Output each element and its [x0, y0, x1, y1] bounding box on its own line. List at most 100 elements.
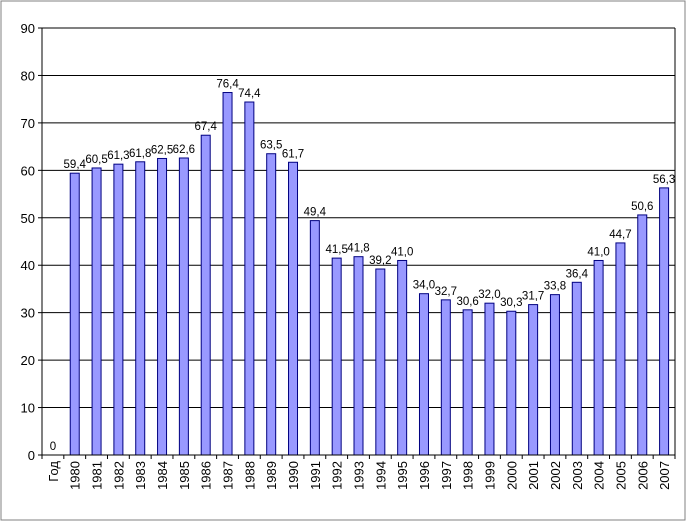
bar-2000	[506, 310, 517, 456]
x-tick-label-1992: 1992	[330, 461, 345, 490]
x-tick-label-1996: 1996	[417, 461, 432, 490]
data-label-1989: 63,5	[260, 140, 282, 152]
x-tick-label-2007: 2007	[657, 461, 672, 490]
x-tick-label-1995: 1995	[395, 461, 410, 490]
y-tick-label: 0	[28, 448, 35, 463]
bar-2004	[593, 259, 604, 456]
y-tick-label: 30	[21, 306, 35, 321]
data-label-2006: 50,6	[631, 201, 653, 213]
y-tick-label: 10	[21, 401, 35, 416]
y-tick-label: 80	[21, 68, 35, 83]
data-label-1987: 76,4	[216, 79, 239, 91]
data-label-Год: 0	[50, 441, 56, 453]
y-tick-label: 40	[21, 258, 35, 273]
x-tick-label-1985: 1985	[177, 461, 192, 490]
y-tick-label: 60	[21, 163, 35, 178]
y-tick-label: 50	[21, 211, 35, 226]
data-label-1992: 41,5	[325, 244, 347, 256]
x-tick-label-1990: 1990	[286, 461, 301, 490]
x-tick-label-1989: 1989	[264, 461, 279, 490]
x-tick-label-2000: 2000	[504, 461, 519, 490]
bar-1989	[266, 153, 277, 456]
data-label-1980: 59,4	[64, 159, 87, 171]
x-tick-label-1982: 1982	[111, 461, 126, 490]
data-label-1985: 62,6	[173, 144, 195, 156]
data-label-1999: 32,0	[478, 289, 500, 301]
bar-1985	[178, 157, 189, 456]
data-labels: 0 59,4 60,5 61,3 61,8 62,5 62,667,4 76,474,4 63,…	[50, 79, 676, 453]
data-label-1994: 39,2	[369, 255, 391, 267]
axes: 0 10 20 30 40 50 60 70 80 90 Год 1980 1981 1982 1983 19…	[21, 21, 676, 490]
data-label-1995: 41,0	[391, 246, 413, 258]
data-label-2002: 33,8	[544, 281, 566, 293]
x-tick-label-1994: 1994	[373, 461, 388, 490]
bar-2007	[659, 187, 670, 456]
data-label-1981: 60,5	[85, 154, 107, 166]
bar-1988	[244, 101, 255, 456]
data-label-2007: 56,3	[653, 174, 675, 186]
x-tick-label-2002: 2002	[548, 461, 563, 490]
data-label-1986: 67,4	[195, 121, 218, 133]
bar-1991	[309, 220, 320, 456]
x-tick-label-2004: 2004	[592, 461, 607, 490]
bar-2002	[549, 294, 560, 456]
data-label-2000: 30,3	[500, 297, 522, 309]
data-label-1993: 41,8	[347, 243, 369, 255]
bar-1992	[331, 257, 342, 456]
x-tick-label-1984: 1984	[155, 461, 170, 490]
bar-1982	[113, 163, 124, 456]
bar-2005	[615, 242, 626, 456]
y-tick-label: 20	[21, 353, 35, 368]
bar-1994	[375, 268, 386, 456]
y-tick-label: 70	[21, 116, 35, 131]
bar-2006	[637, 214, 648, 456]
data-label-1990: 61,7	[282, 148, 304, 160]
data-label-1983: 61,8	[129, 148, 151, 160]
data-label-1984: 62,5	[151, 144, 173, 156]
data-label-2005: 44,7	[609, 229, 631, 241]
bar-1983	[135, 161, 146, 456]
x-tick-label-1999: 1999	[482, 461, 497, 490]
x-tick-label-1991: 1991	[308, 461, 323, 490]
x-tick-label-1993: 1993	[352, 461, 367, 490]
x-tick-label-1983: 1983	[133, 461, 148, 490]
x-tick-label-2001: 2001	[526, 461, 541, 490]
data-label-1998: 30,6	[456, 296, 478, 308]
x-tick-label-Год: Год	[46, 461, 61, 482]
bar-2001	[528, 304, 539, 456]
x-tick-label-1997: 1997	[439, 461, 454, 490]
x-tick-label-2005: 2005	[613, 461, 628, 490]
bar-1990	[288, 161, 299, 456]
x-tick-label-1981: 1981	[90, 461, 105, 490]
data-label-2001: 31,7	[522, 291, 544, 303]
x-tick-label-2003: 2003	[570, 461, 585, 490]
bar-1995	[397, 259, 408, 456]
bar-1993	[353, 256, 364, 456]
data-label-1997: 32,7	[435, 286, 457, 298]
bar-1981	[91, 167, 102, 456]
bar-1998	[462, 309, 473, 456]
x-tick-label-2006: 2006	[635, 461, 650, 490]
bar-1996	[418, 293, 429, 456]
bar-1997	[440, 299, 451, 456]
bar-1984	[157, 157, 168, 456]
bars	[69, 92, 670, 456]
x-tick-label-1987: 1987	[221, 461, 236, 490]
bar-1987	[222, 92, 233, 456]
data-label-2004: 41,0	[587, 246, 609, 258]
x-tick-label-1980: 1980	[68, 461, 83, 490]
data-label-1996: 34,0	[413, 280, 435, 292]
x-tick-label-1998: 1998	[461, 461, 476, 490]
x-tick-label-1986: 1986	[199, 461, 214, 490]
x-tick-label-1988: 1988	[242, 461, 257, 490]
bar-1980	[69, 172, 80, 456]
bar-1999	[484, 302, 495, 456]
data-label-1982: 61,3	[107, 150, 129, 162]
bar-2003	[571, 281, 582, 456]
data-label-1988: 74,4	[238, 88, 261, 100]
data-label-2003: 36,4	[566, 268, 589, 280]
data-label-1991: 49,4	[304, 207, 327, 219]
